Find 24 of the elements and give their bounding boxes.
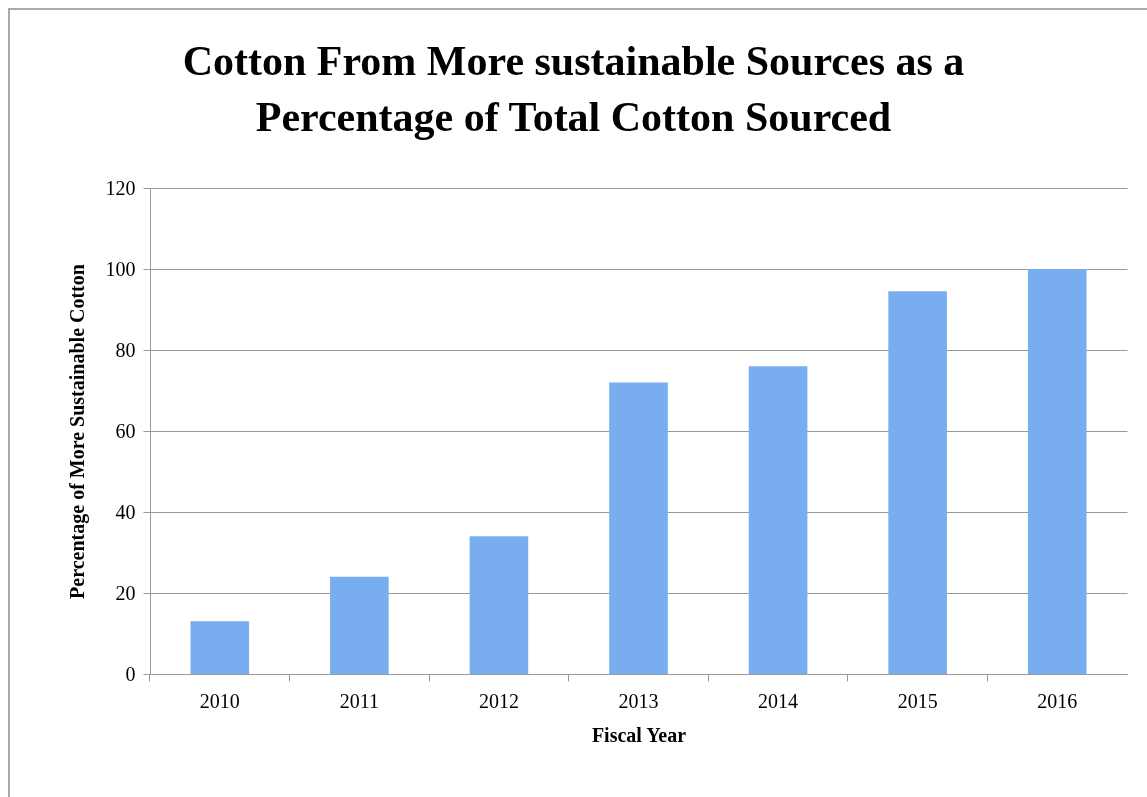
x-axis-title: Fiscal Year: [591, 723, 687, 746]
x-tick-label: 2014: [758, 689, 799, 712]
y-tick-label: 120: [105, 176, 136, 199]
x-tick-label: 2016: [1037, 689, 1078, 712]
bar: [748, 366, 808, 674]
x-tick-label: 2015: [897, 689, 938, 712]
y-tick-label: 60: [115, 419, 136, 442]
x-tick-label: 2010: [199, 689, 240, 712]
bar: [469, 536, 529, 674]
y-tick-label: 0: [125, 662, 136, 685]
y-tick-label: 40: [115, 500, 136, 523]
bar: [190, 621, 250, 674]
y-tick-label: 20: [115, 581, 136, 604]
chart-title: Cotton From More sustainable Sources as a Percentage of Total Cotton Sourced: [182, 38, 965, 140]
y-axis-title: Percentage of More Sustainable Cotton: [65, 264, 89, 599]
x-tick-label: 2013: [618, 689, 659, 712]
x-tick-label: 2012: [478, 689, 519, 712]
y-tick-label: 100: [105, 257, 136, 280]
bar: [609, 382, 668, 674]
bar: [330, 576, 389, 674]
y-tick-label: 80: [115, 338, 136, 361]
bar: [1027, 269, 1087, 674]
bar: [888, 291, 947, 674]
x-tick-label: 2011: [339, 689, 379, 712]
